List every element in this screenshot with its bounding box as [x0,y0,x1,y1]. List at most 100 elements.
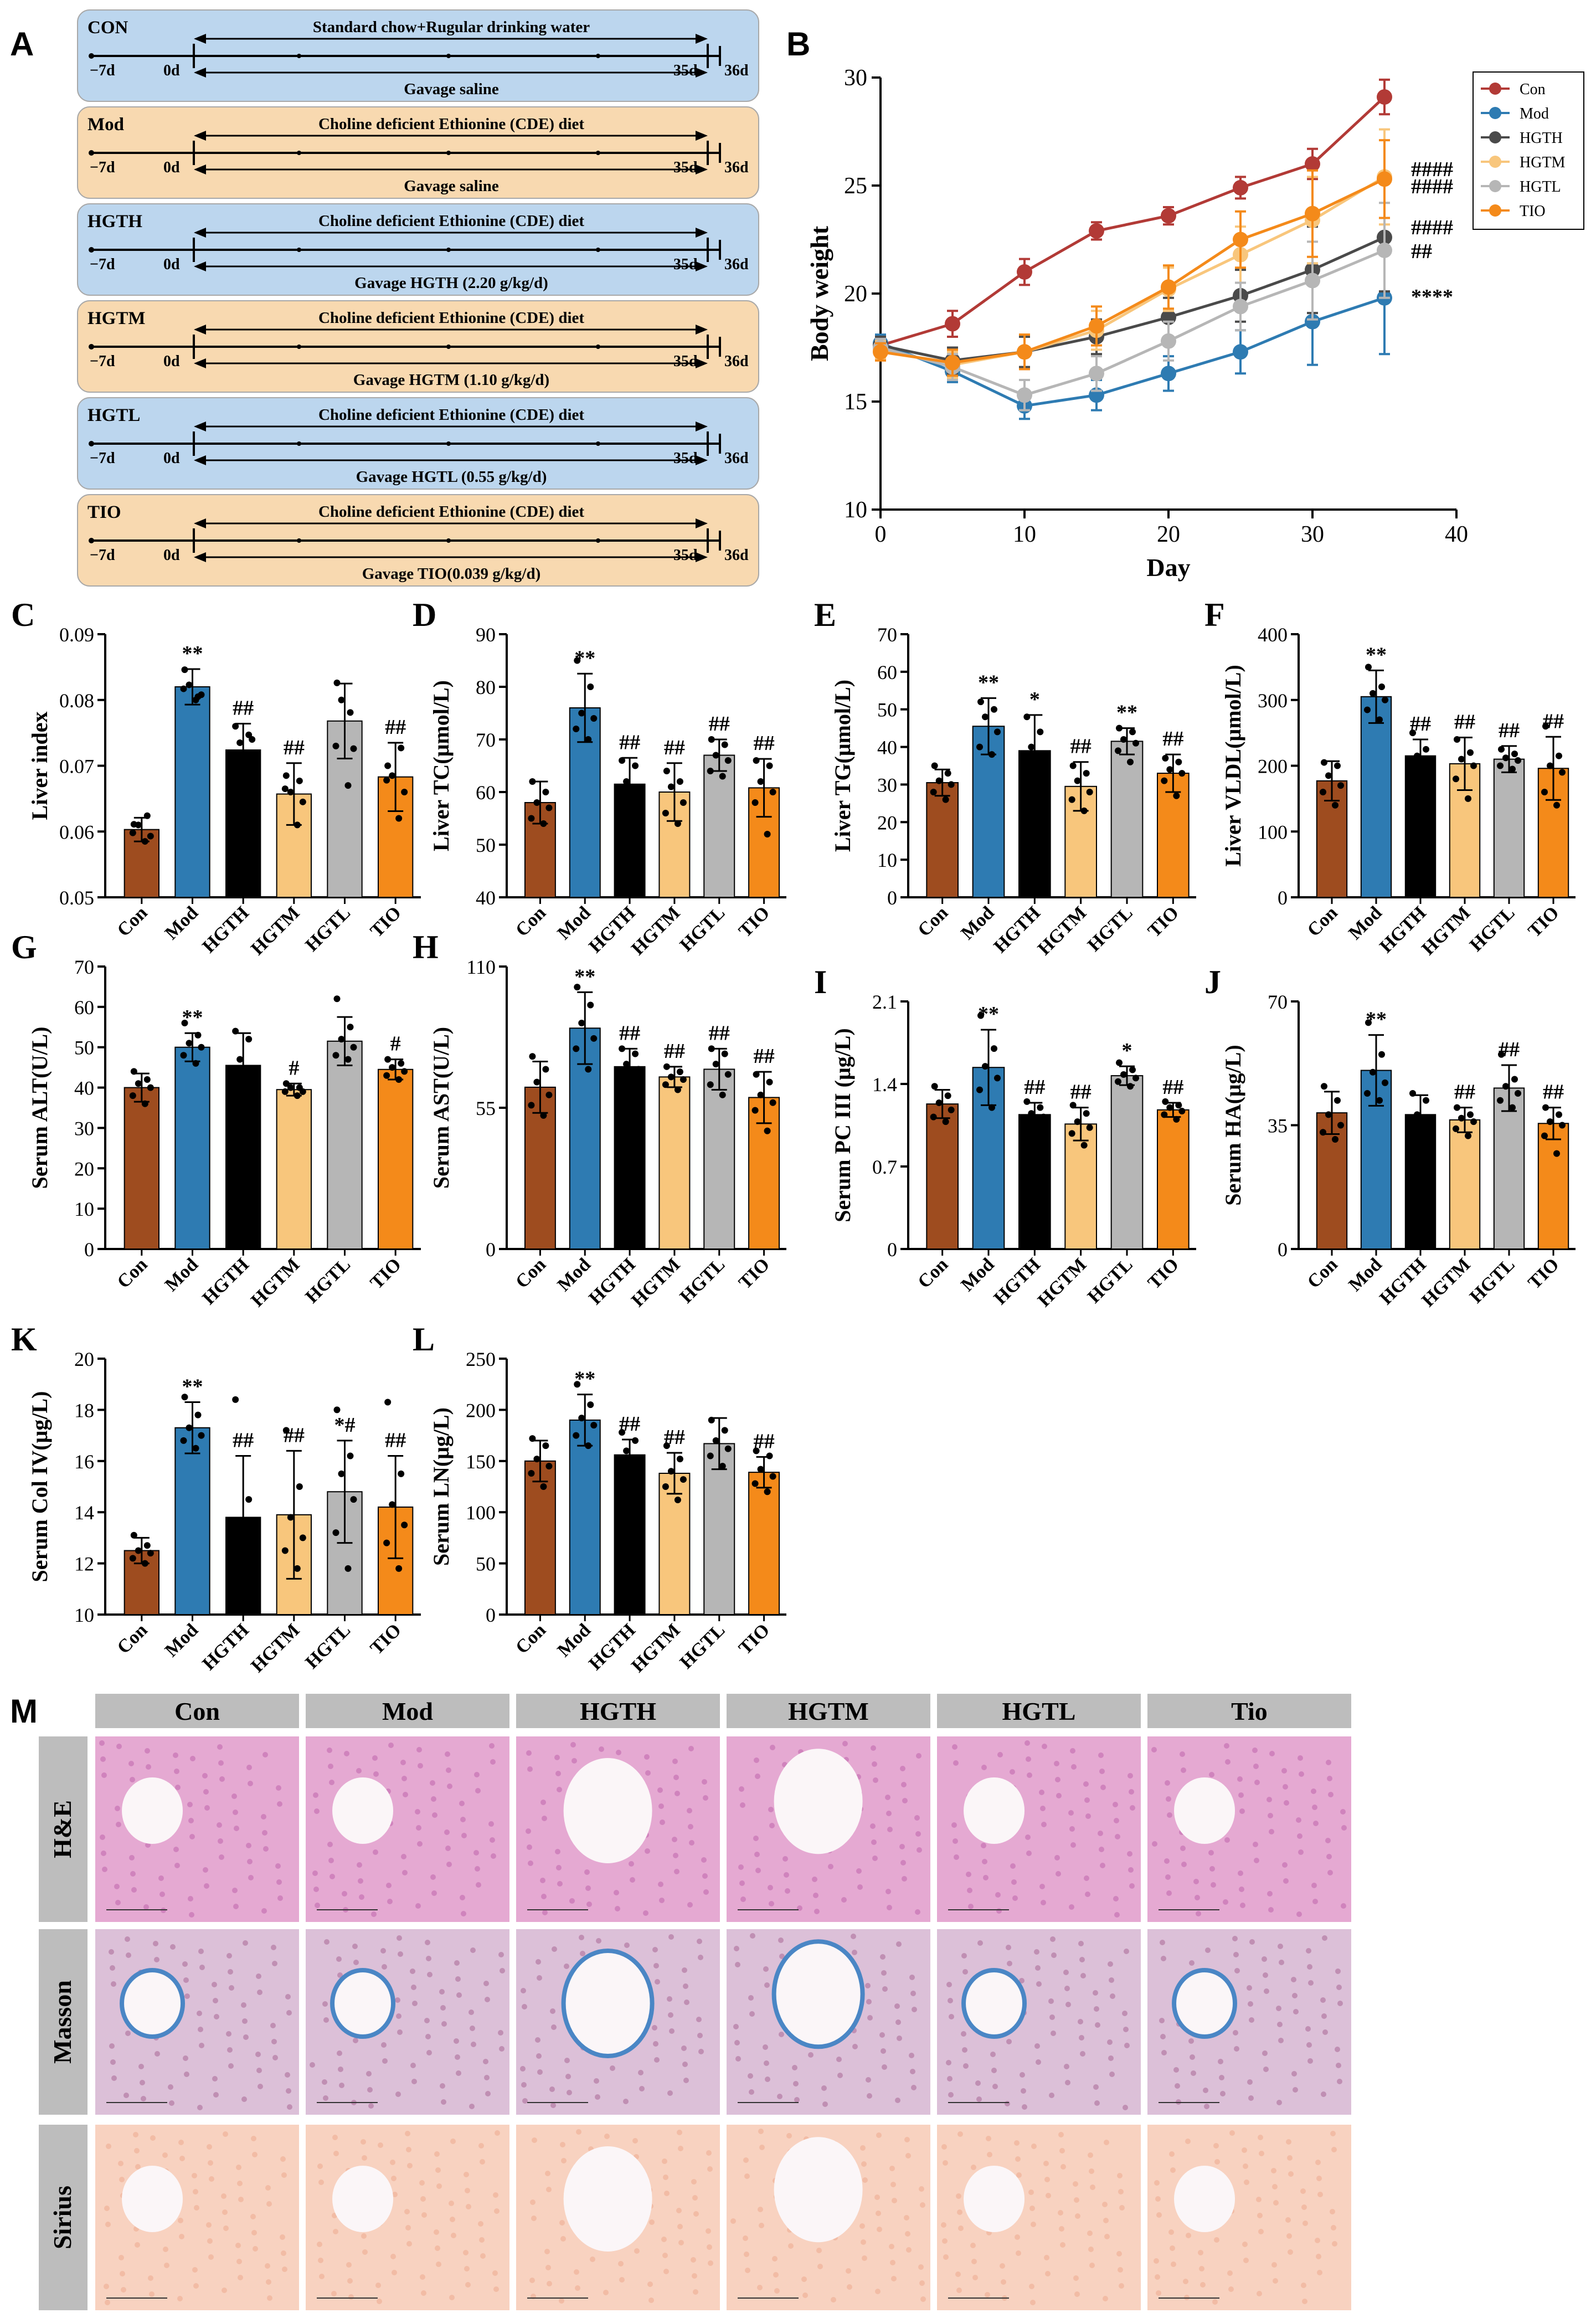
cell-nucleus [1059,2226,1064,2232]
data-point [662,810,669,816]
cell-nucleus [551,2024,557,2030]
data-point [1370,1068,1376,1076]
scheme-group-code: Mod [87,115,124,135]
cell-nucleus [420,2196,426,2202]
histology-image-sirius-hgth [516,2125,720,2310]
x-tick-label: HGTM [627,902,684,959]
cell-nucleus [1298,1849,1304,1855]
data-point [573,1045,580,1052]
cell-nucleus [647,2281,653,2287]
panel-letter-f: F [1204,597,1225,633]
cell-nucleus [1269,1751,1275,1756]
cell-nucleus [1253,1842,1258,1847]
cell-nucleus [943,2254,949,2260]
cell-nucleus [1083,1781,1089,1787]
scheme-arrow-head [696,131,708,141]
x-tick-label: Con [512,902,550,940]
cell-nucleus [454,1960,460,1966]
x-tick-label: TIO [735,902,774,941]
x-tick-label: Con [114,1254,152,1292]
x-tick-label: HGTL [1084,902,1137,955]
cell-nucleus [410,1968,415,1974]
data-point [135,1080,142,1087]
panel-letter-h: H [413,929,439,965]
cell-nucleus [813,1893,818,1898]
legend-swatch-marker [1489,131,1501,143]
scheme-row-con: CON Standard chow+Rugular drinking waterG… [77,9,759,102]
cell-nucleus [104,2206,110,2211]
data-point [1378,683,1385,690]
scheme-day-0: 0d [163,547,180,564]
data-point [935,777,943,784]
bar-group-con: Con [114,1531,160,1658]
cell-nucleus [688,1824,693,1829]
data-point [1502,1083,1509,1090]
cell-nucleus [877,2227,882,2232]
cell-nucleus [221,2193,226,2199]
cell-nucleus [1326,1760,1331,1765]
histology-row-header [39,1929,87,2115]
cell-nucleus [536,2053,542,2059]
bar [524,1460,556,1616]
cell-nucleus [1024,1740,1030,1746]
cell-nucleus [440,2005,446,2011]
y-tick-label: 25 [844,173,867,199]
cell-nucleus [1186,2233,1191,2238]
data-point [192,1445,199,1452]
cell-nucleus [899,1844,905,1849]
cell-nucleus [885,1795,890,1800]
data-point [679,1076,687,1083]
cell-nucleus [691,2179,697,2185]
data-point [542,1066,549,1073]
cell-nucleus [567,2090,572,2095]
data-point [1458,1114,1465,1122]
cell-nucleus [1203,2088,1208,2093]
cell-nucleus [1219,2075,1224,2080]
scheme-arrow-head [696,422,708,431]
cell-nucleus [986,2136,991,2141]
cell-nucleus [199,2043,204,2048]
cell-nucleus [459,1801,465,1806]
y-tick-label: 0.09 [59,624,94,646]
cell-nucleus [1036,1981,1042,1987]
cell-nucleus [1190,2054,1195,2060]
data-point [635,1066,642,1073]
cell-nucleus [110,1965,115,1971]
cell-nucleus [1266,1797,1272,1802]
cell-nucleus [852,2044,858,2049]
data-point [1454,736,1460,743]
cell-nucleus [871,1839,877,1845]
data-point [384,1056,392,1063]
cell-nucleus [342,1891,347,1896]
cell-nucleus [174,1769,179,1774]
cell-nucleus [1114,1818,1119,1823]
cell-nucleus [426,2050,432,2055]
cell-nucleus [531,2216,537,2221]
cell-nucleus [434,2229,439,2235]
data-point [198,1044,205,1051]
cell-nucleus [1074,2291,1080,2297]
legend-swatch-marker [1489,204,1501,217]
cell-nucleus [1006,1945,1011,1950]
data-point [1069,762,1077,769]
data-point [719,1463,726,1470]
cell-nucleus [1171,2262,1176,2267]
cell-nucleus [895,2098,900,2103]
cell-nucleus [542,1816,547,1821]
data-point [1022,770,1029,777]
cell-nucleus [1166,1796,1171,1802]
x-tick-label: HGTL [302,1254,355,1307]
data-point [1426,1118,1433,1125]
cell-nucleus [860,2145,866,2151]
data-point [1127,758,1134,765]
scheme-day-0: 0d [163,159,180,176]
scheme-arrow-head [696,358,708,368]
cell-nucleus [1195,1895,1200,1900]
data-point [1453,775,1459,783]
significance-label: ## [1024,1076,1045,1099]
cell-nucleus [857,1884,863,1890]
cell-nucleus [208,2160,213,2166]
cell-nucleus [1039,1884,1045,1889]
